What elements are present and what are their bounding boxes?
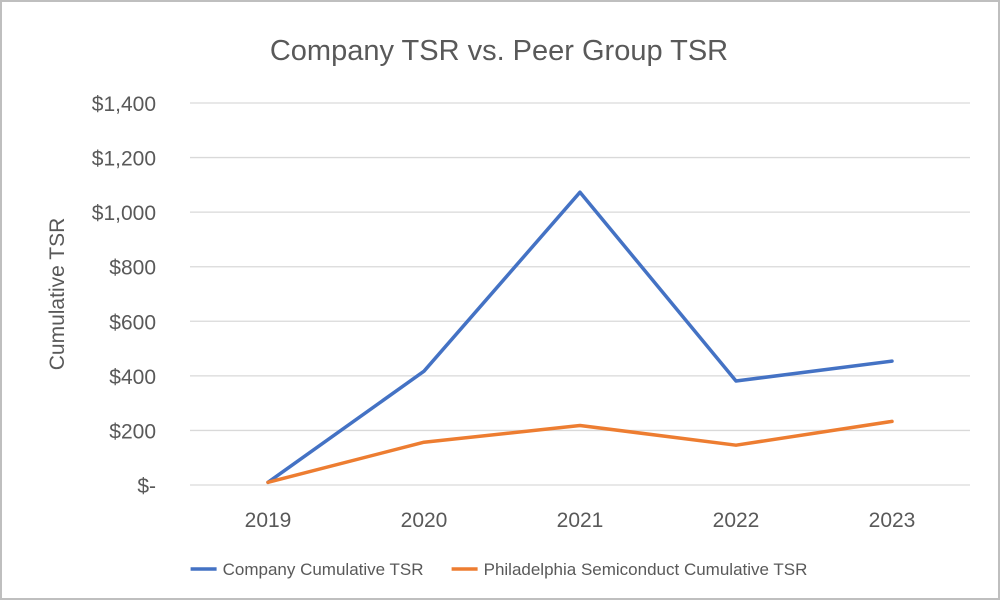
y-tick-label: $1,000 bbox=[92, 202, 156, 225]
legend-item-0: Company Cumulative TSR bbox=[190, 560, 424, 579]
series-lines bbox=[266, 190, 894, 485]
x-tick-labels: 2019 2020 2021 2022 2023 bbox=[245, 509, 916, 532]
x-tick-label: 2022 bbox=[713, 509, 760, 532]
gridlines bbox=[190, 102, 970, 486]
legend: Company Cumulative TSR Philadelphia Semic… bbox=[190, 560, 808, 579]
x-tick-label: 2020 bbox=[401, 509, 448, 532]
legend-item-1: Philadelphia Semiconduct Cumulative TSR bbox=[451, 560, 808, 579]
y-axis-label: Cumulative TSR bbox=[46, 218, 69, 371]
x-tick-label: 2023 bbox=[869, 509, 916, 532]
y-tick-label: $1,400 bbox=[92, 93, 156, 116]
legend-label: Company Cumulative TSR bbox=[223, 560, 424, 579]
y-tick-label: $1,200 bbox=[92, 148, 156, 171]
y-tick-label: $200 bbox=[109, 420, 156, 443]
series-line-0 bbox=[266, 190, 894, 485]
x-tick-label: 2019 bbox=[245, 509, 292, 532]
y-tick-labels: $- $200 $400 $600 $800 $1,000 $1,200 $1,400 bbox=[92, 93, 156, 498]
y-tick-label: $400 bbox=[109, 366, 156, 389]
y-tick-label: $600 bbox=[109, 311, 156, 334]
chart-title: Company TSR vs. Peer Group TSR bbox=[270, 35, 728, 67]
y-tick-label: $800 bbox=[109, 257, 156, 280]
y-tick-label: $- bbox=[137, 475, 156, 498]
series-line-1 bbox=[266, 419, 894, 485]
x-tick-label: 2021 bbox=[557, 509, 604, 532]
legend-label: Philadelphia Semiconduct Cumulative TSR bbox=[484, 560, 808, 579]
